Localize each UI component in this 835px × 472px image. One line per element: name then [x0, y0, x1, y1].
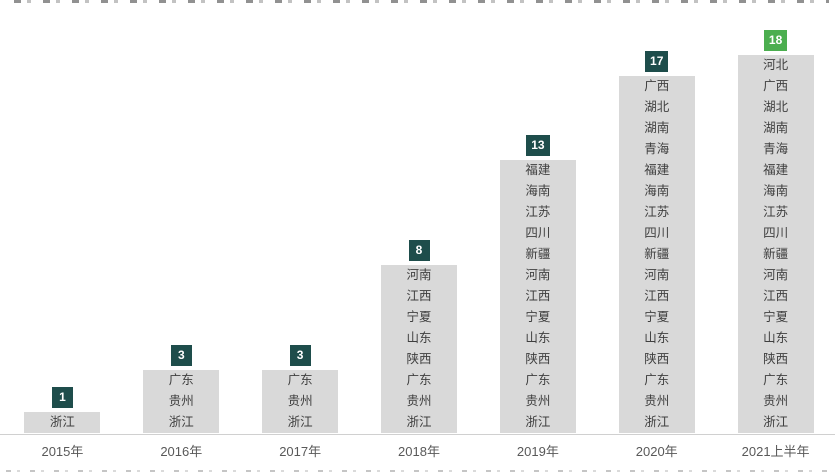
- province-label: 贵州: [644, 394, 670, 408]
- cropped-bottom-fragments: [6, 470, 829, 472]
- count-badge: 8: [408, 240, 430, 261]
- count-badge: 18: [763, 30, 788, 51]
- province-label: 浙江: [525, 415, 551, 429]
- province-label: 浙江: [763, 415, 789, 429]
- province-label: 湖南: [644, 121, 670, 135]
- province-label: 广东: [525, 373, 551, 387]
- province-label: 浙江: [406, 415, 432, 429]
- province-label: 福建: [763, 163, 789, 177]
- province-label: 江苏: [644, 205, 670, 219]
- province-label: 陕西: [644, 352, 670, 366]
- province-label: 宁夏: [406, 310, 432, 324]
- province-label: 山东: [406, 331, 432, 345]
- province-label: 广东: [763, 373, 789, 387]
- province-label: 河南: [763, 268, 789, 282]
- province-label: 河南: [644, 268, 670, 282]
- province-label: 江苏: [763, 205, 789, 219]
- province-label: 贵州: [763, 394, 789, 408]
- province-label: 浙江: [287, 415, 313, 429]
- province-label: 江西: [763, 289, 789, 303]
- x-axis-tick-label: 2019年: [516, 444, 559, 459]
- province-label: 新疆: [525, 247, 551, 261]
- province-label: 贵州: [168, 394, 194, 408]
- province-label: 广西: [644, 79, 670, 93]
- count-badge: 17: [645, 51, 669, 72]
- province-label: 湖北: [644, 100, 670, 114]
- bar-columns-container: 1 浙江 3 广东 贵州 浙江 3 广东 贵州 浙江 8 河南 江西 宁夏 山东 陕西 广东 贵州 浙江 13 福建 海南…: [3, 0, 835, 433]
- x-axis-line: [0, 434, 835, 435]
- bar: 广西湖北湖南青海福建海南江苏四川新疆河南江西宁夏山东陕西广东贵州浙江: [618, 76, 695, 433]
- province-label: 广西: [763, 79, 789, 93]
- province-label: 河南: [525, 268, 551, 282]
- province-label: 宁夏: [763, 310, 789, 324]
- x-axis-labels: 2015年 2016年 2017年 2018年 2019年 2020年 2021上半年: [3, 441, 835, 459]
- count-badge: 13: [526, 135, 550, 156]
- province-label: 湖北: [763, 100, 789, 114]
- bar: 河南江西宁夏山东陕西广东贵州浙江: [381, 265, 457, 433]
- province-label: 山东: [525, 331, 551, 345]
- bar-column-2018年: 8 河南江西宁夏山东陕西广东贵州浙江: [360, 240, 479, 433]
- province-label: 海南: [525, 184, 551, 198]
- province-label: 陕西: [763, 352, 789, 366]
- bar-column-2020年: 17 广西湖北湖南青海福建海南江苏四川新疆河南江西宁夏山东陕西广东贵州浙江: [597, 51, 716, 433]
- bar-column-2016年: 3 广东贵州浙江: [122, 345, 241, 433]
- x-axis-tick-label: 2018年: [398, 444, 440, 459]
- province-label: 陕西: [406, 352, 432, 366]
- province-label: 贵州: [287, 394, 313, 408]
- count-badge: 3: [289, 345, 311, 366]
- province-label: 河北: [763, 58, 789, 72]
- province-label: 青海: [644, 142, 670, 156]
- province-label: 新疆: [644, 247, 670, 261]
- province-label: 江西: [406, 289, 432, 303]
- province-label: 浙江: [644, 415, 670, 429]
- province-label: 贵州: [406, 394, 432, 408]
- bar-column-2017年: 3 广东贵州浙江: [241, 345, 360, 433]
- province-label: 福建: [644, 163, 670, 177]
- province-label: 山东: [644, 331, 670, 345]
- bar-column-2015年: 1 浙江: [3, 387, 122, 433]
- province-label: 江苏: [525, 205, 551, 219]
- province-label: 宁夏: [525, 310, 551, 324]
- bar-column-2019年: 13 福建海南江苏四川新疆河南江西宁夏山东陕西广东贵州浙江: [478, 135, 597, 433]
- cropped-title-fragments: [14, 0, 829, 3]
- count-badge: 1: [51, 387, 73, 408]
- province-label: 湖南: [763, 121, 789, 135]
- province-label: 宁夏: [644, 310, 670, 324]
- province-label: 贵州: [525, 394, 551, 408]
- province-label: 江西: [525, 289, 551, 303]
- province-label: 青海: [763, 142, 789, 156]
- bar: 河北广西湖北湖南青海福建海南江苏四川新疆河南江西宁夏山东陕西广东贵州浙江: [737, 55, 814, 433]
- province-label: 浙江: [168, 415, 194, 429]
- province-label: 陕西: [525, 352, 551, 366]
- bar: 广东 贵州 浙江: [262, 370, 339, 433]
- bar: 浙江: [24, 412, 101, 433]
- x-axis-tick-label: 2021上半年: [741, 444, 810, 459]
- x-axis-tick-label: 2016年: [160, 444, 203, 459]
- province-label: 广东: [168, 373, 194, 387]
- province-label: 浙江: [49, 415, 75, 429]
- x-axis-tick-label: 2017年: [279, 444, 322, 459]
- province-label: 广东: [287, 373, 313, 387]
- bar: 广东 贵州 浙江: [143, 370, 220, 433]
- province-label: 四川: [763, 226, 789, 240]
- province-label: 山东: [763, 331, 789, 345]
- x-axis-tick-label: 2015年: [41, 444, 84, 459]
- bar-column-2021上半年: 18 河北广西湖北湖南青海福建海南江苏四川新疆河南江西宁夏山东陕西广东贵州浙江: [716, 30, 835, 433]
- province-label: 广东: [406, 373, 432, 387]
- province-label: 四川: [644, 226, 670, 240]
- province-label: 海南: [763, 184, 789, 198]
- bar: 福建海南江苏四川新疆河南江西宁夏山东陕西广东贵州浙江: [499, 160, 576, 433]
- province-label: 广东: [644, 373, 670, 387]
- count-badge: 3: [170, 345, 192, 366]
- x-axis-tick-label: 2020年: [635, 444, 678, 459]
- province-label: 新疆: [763, 247, 789, 261]
- province-label: 河南: [406, 268, 432, 282]
- province-label: 四川: [525, 226, 551, 240]
- province-label: 福建: [525, 163, 551, 177]
- province-label: 江西: [644, 289, 670, 303]
- province-label: 海南: [644, 184, 670, 198]
